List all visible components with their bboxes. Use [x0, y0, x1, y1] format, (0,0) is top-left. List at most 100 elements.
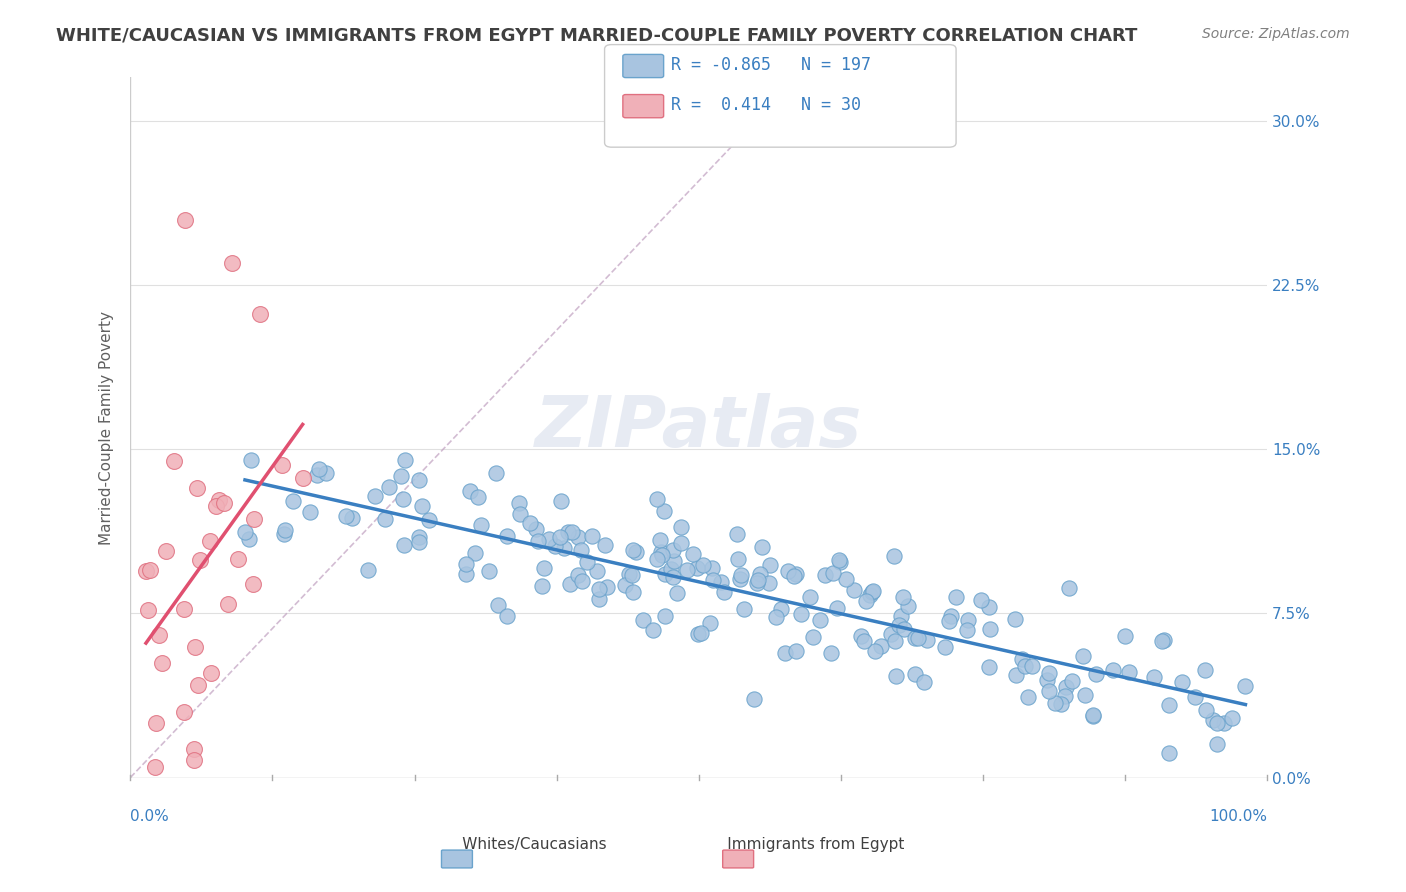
Point — [464, 546, 486, 560]
Point — [759, 558, 782, 573]
Point — [675, 563, 697, 577]
Point — [495, 609, 517, 624]
Point — [486, 598, 509, 612]
Point — [173, 705, 195, 719]
Point — [470, 518, 492, 533]
Point — [205, 500, 228, 514]
Point — [613, 578, 636, 592]
Point — [956, 614, 979, 628]
Point — [183, 640, 205, 654]
Point — [544, 539, 567, 553]
Point — [524, 522, 547, 536]
Point — [893, 622, 915, 636]
Point — [956, 623, 979, 637]
Point — [619, 566, 641, 581]
Point — [669, 536, 692, 550]
Point — [270, 458, 292, 473]
Point — [509, 507, 531, 521]
Point — [1071, 649, 1094, 664]
Point — [1038, 666, 1060, 681]
Point — [751, 540, 773, 554]
Point — [977, 659, 1000, 673]
Text: 100.0%: 100.0% — [1209, 809, 1267, 824]
Point — [273, 527, 295, 541]
Point — [623, 542, 645, 557]
Point — [775, 646, 797, 660]
Point — [842, 582, 865, 597]
Point — [799, 590, 821, 604]
Point — [912, 675, 935, 690]
Point — [1206, 715, 1229, 730]
Point — [1159, 746, 1181, 760]
Point — [135, 565, 157, 579]
Point — [700, 560, 723, 574]
Point — [648, 533, 671, 547]
Point — [519, 516, 541, 530]
Point — [821, 566, 844, 580]
Point — [478, 564, 501, 578]
Point — [915, 633, 938, 648]
Point — [1054, 680, 1077, 694]
Point — [1062, 674, 1084, 689]
Point — [733, 602, 755, 616]
Point — [747, 576, 769, 591]
Point — [1152, 634, 1174, 648]
Point — [585, 564, 607, 578]
Point — [883, 549, 905, 563]
Point — [783, 569, 806, 583]
Point — [136, 603, 159, 617]
Point — [938, 614, 960, 628]
Point — [620, 568, 643, 582]
Point — [148, 627, 170, 641]
Text: WHITE/CAUCASIAN VS IMMIGRANTS FROM EGYPT MARRIED-COUPLE FAMILY POVERTY CORRELATI: WHITE/CAUCASIAN VS IMMIGRANTS FROM EGYPT… — [56, 27, 1137, 45]
Point — [1036, 673, 1059, 687]
Point — [315, 466, 337, 480]
Point — [852, 634, 875, 648]
Text: Immigrants from Egypt: Immigrants from Egypt — [699, 837, 904, 852]
Point — [1054, 690, 1077, 704]
Point — [907, 631, 929, 645]
Point — [299, 505, 322, 519]
Point — [560, 577, 582, 591]
Point — [727, 552, 749, 566]
Point — [1201, 714, 1223, 728]
Point — [934, 640, 956, 654]
Point — [1004, 612, 1026, 626]
Point — [862, 585, 884, 599]
Point — [758, 575, 780, 590]
Point — [308, 462, 330, 476]
Point — [1021, 659, 1043, 673]
Point — [389, 469, 412, 483]
Point — [654, 567, 676, 582]
Point — [709, 574, 731, 589]
Point — [747, 574, 769, 588]
Point — [855, 593, 877, 607]
Point — [226, 552, 249, 566]
Point — [467, 490, 489, 504]
Point — [553, 541, 575, 555]
Point — [1212, 715, 1234, 730]
Point — [699, 616, 721, 631]
Point — [631, 613, 654, 627]
Point — [374, 512, 396, 526]
Point — [689, 625, 711, 640]
Point — [150, 656, 173, 670]
Point — [666, 585, 689, 599]
Point — [862, 584, 884, 599]
Point — [1220, 711, 1243, 725]
Point — [571, 543, 593, 558]
Point — [650, 545, 672, 559]
Point — [531, 579, 554, 593]
Point — [408, 530, 430, 544]
Point — [662, 554, 685, 568]
Point — [624, 545, 647, 559]
Point — [139, 563, 162, 577]
Text: R =  0.414   N = 30: R = 0.414 N = 30 — [671, 96, 860, 114]
Point — [790, 607, 813, 621]
Point — [364, 489, 387, 503]
Point — [283, 494, 305, 508]
Point — [561, 525, 583, 540]
Point — [742, 692, 765, 706]
Point — [596, 580, 619, 594]
Text: 0.0%: 0.0% — [131, 809, 169, 824]
